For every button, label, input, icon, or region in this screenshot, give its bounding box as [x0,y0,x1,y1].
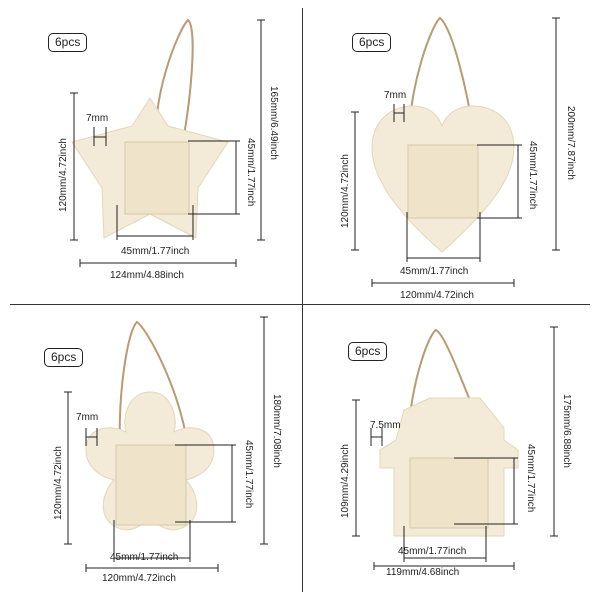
twine [118,320,189,449]
panel-heart: 6pcs 7mm 120mm/4.72inch 200mm/7.87inch 4… [300,0,600,301]
height-label: 120mm/4.72inch [58,138,69,212]
total-height-label: 200mm/7.87inch [565,106,576,180]
total-height-label: 175mm/6.88inch [561,394,572,468]
quantity-badge: 6pcs [348,342,388,361]
flower-figure [64,316,268,572]
vertical-divider [302,8,303,592]
panel-star: 6pcs 7mm 120mm/4.72inch 165mm/6.49inch 4… [0,0,300,300]
width-label: 120mm/4.72inch [102,573,176,584]
square-side-label: 45mm/1.77inch [243,440,254,509]
width-label: 124mm/4.88inch [110,270,184,281]
width-label: 120mm/4.72inch [400,290,474,301]
square-block [407,144,479,219]
quantity-badge: 6pcs [44,348,84,367]
quantity-badge: 6pcs [352,33,392,52]
horizontal-divider [10,304,590,305]
square-block [409,457,489,529]
square-width-label: 45mm/1.77inch [121,246,190,257]
height-label: 109mm/4.29inch [340,444,351,518]
twine [407,16,476,146]
peg-gap-label: 7mm [86,113,109,124]
star-figure [70,18,265,267]
square-block [124,141,190,215]
panel-house: 6pcs 7.5mm 109mm/4.29inch 175mm/6.88inch… [300,300,600,600]
peg-gap-label: 7mm [76,412,99,423]
square-width-label: 45mm/1.77inch [400,266,469,277]
square-width-label: 45mm/1.77inch [110,552,179,563]
square-side-label: 45mm/1.77inch [527,141,538,210]
house-figure [352,326,558,570]
height-label: 120mm/4.72inch [340,154,351,228]
total-height-label: 165mm/6.49inch [268,86,279,160]
total-height-label: 180mm/7.08inch [271,394,282,468]
twine [154,18,194,151]
heart-figure [351,16,560,287]
square-side-label: 45mm/1.77inch [525,444,536,513]
square-width-label: 45mm/1.77inch [398,546,467,557]
square-side-label: 45mm/1.77inch [245,138,256,207]
peg-gap-label: 7mm [384,90,407,101]
height-label: 120mm/4.72inch [53,446,64,520]
square-block [115,444,187,526]
panel-flower: 6pcs 7mm 120mm/4.72inch 180mm/7.08inch 4… [0,300,300,600]
width-label: 119mm/4.68inch [386,567,460,578]
peg-gap-label: 7.5mm [370,420,401,431]
quantity-badge: 6pcs [48,33,88,52]
